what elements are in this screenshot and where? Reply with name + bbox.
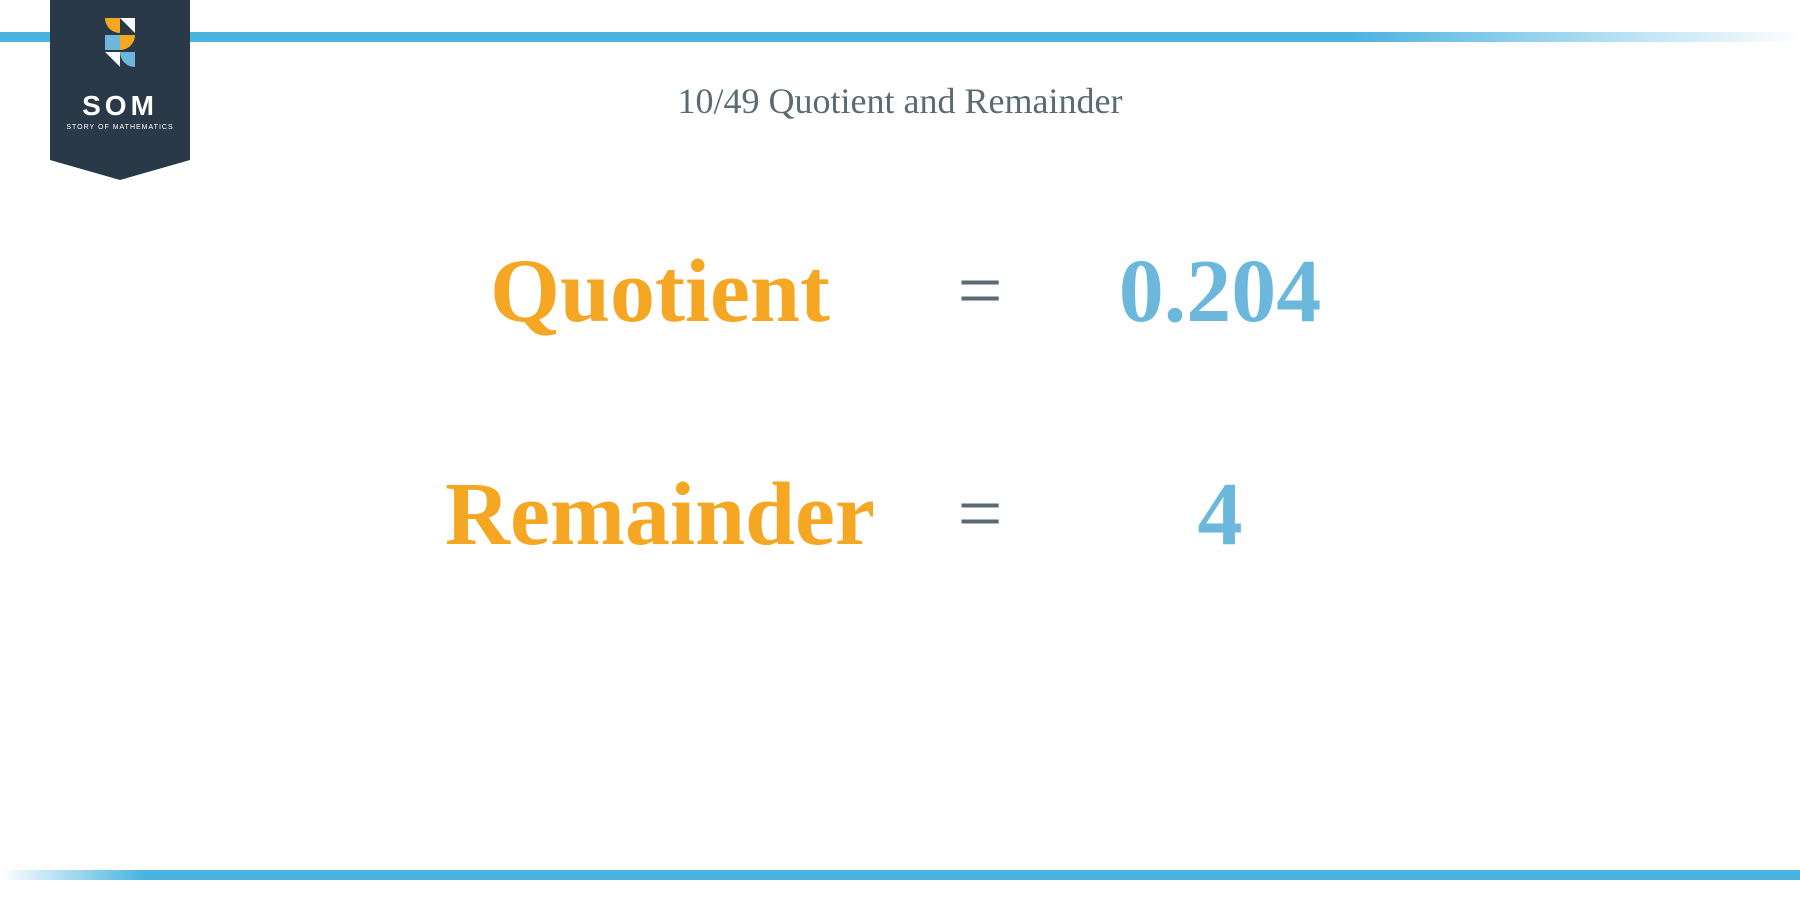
logo-badge: SOM STORY OF MATHEMATICS — [50, 0, 190, 160]
equals-sign: = — [920, 246, 1040, 337]
top-accent-bar — [0, 32, 1800, 42]
quotient-label: Quotient — [400, 240, 920, 343]
content-area: Quotient = 0.204 Remainder = 4 — [350, 240, 1450, 686]
remainder-label: Remainder — [400, 463, 920, 566]
logo-icon — [90, 18, 150, 78]
equals-sign: = — [920, 469, 1040, 560]
page-title: 10/49 Quotient and Remainder — [0, 80, 1800, 122]
remainder-value: 4 — [1040, 463, 1400, 566]
quotient-row: Quotient = 0.204 — [350, 240, 1450, 343]
remainder-row: Remainder = 4 — [350, 463, 1450, 566]
bottom-accent-bar — [0, 870, 1800, 880]
quotient-value: 0.204 — [1040, 240, 1400, 343]
logo-text: SOM — [82, 90, 158, 122]
logo-subtext: STORY OF MATHEMATICS — [66, 124, 173, 131]
